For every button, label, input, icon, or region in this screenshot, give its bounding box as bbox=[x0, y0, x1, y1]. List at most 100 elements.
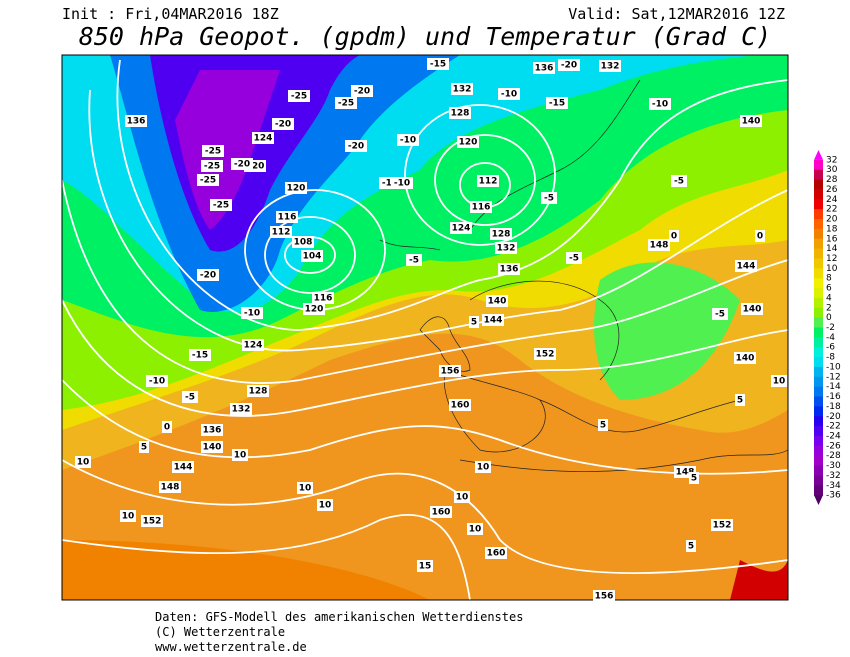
temperature-label-box bbox=[197, 269, 219, 281]
geopotential-label: 132 bbox=[453, 85, 472, 95]
temperature-label: 10 bbox=[299, 484, 312, 494]
temperature-label-box bbox=[162, 421, 172, 433]
temperature-label-box bbox=[541, 192, 557, 204]
temperature-label: -20 bbox=[348, 142, 364, 152]
colorbar-cell bbox=[814, 219, 823, 230]
colorbar-cell bbox=[814, 199, 823, 210]
temperature-label-box bbox=[686, 540, 696, 552]
geopotential-label: 140 bbox=[743, 305, 762, 315]
geopotential-label-box bbox=[247, 385, 269, 397]
colorbar-cell bbox=[814, 376, 823, 388]
field bbox=[175, 70, 280, 230]
geopotential-label-box bbox=[451, 83, 473, 95]
colorbar-cell bbox=[814, 327, 823, 338]
temperature-label-box bbox=[558, 59, 580, 71]
temperature-label-box bbox=[735, 394, 745, 406]
colorbar-label: 20 bbox=[826, 215, 838, 225]
geopotential-label: 148 bbox=[676, 468, 695, 478]
temperature-label: -20 bbox=[275, 120, 291, 130]
temperature-label-box bbox=[232, 449, 248, 461]
colorbar-label: 6 bbox=[826, 284, 832, 294]
temperature-label-box bbox=[566, 252, 582, 264]
temperature-label: -10 bbox=[244, 309, 260, 319]
geopotential-label-box bbox=[711, 519, 733, 531]
temperature-label-box bbox=[397, 134, 419, 146]
temperature-label-box bbox=[467, 523, 483, 535]
colorbar-cell bbox=[814, 445, 823, 457]
temperature-label-box bbox=[469, 316, 479, 328]
temperature-label-box bbox=[202, 145, 224, 157]
colorbar-label: 0 bbox=[826, 313, 832, 323]
temperature-label: -5 bbox=[185, 393, 195, 403]
colorbar-label: 22 bbox=[826, 205, 837, 215]
temperature-label-box bbox=[689, 472, 699, 484]
temperature-label: -25 bbox=[213, 201, 229, 211]
geopotential-label: 128 bbox=[451, 109, 470, 119]
geopotential-label-box bbox=[141, 515, 163, 527]
temperature-label: -20 bbox=[561, 61, 577, 71]
colorbar-cell bbox=[814, 150, 823, 160]
temperature-label: 5 bbox=[471, 318, 477, 328]
temperature-label-box bbox=[335, 97, 357, 109]
temperature-label: -5 bbox=[544, 194, 554, 204]
temperature-label: 10 bbox=[122, 512, 135, 522]
temperature-label: -25 bbox=[204, 162, 220, 172]
temperature-label: 5 bbox=[691, 474, 697, 484]
geopotential-label-box bbox=[735, 260, 757, 272]
colorbar-cell bbox=[814, 495, 823, 505]
geopotential-label-box bbox=[230, 403, 252, 415]
temperature-label-box bbox=[755, 230, 765, 242]
geopotential-label-box bbox=[486, 295, 508, 307]
colorbar-cell bbox=[814, 179, 823, 190]
temperature-label-box bbox=[197, 174, 219, 186]
geopotential-label-box bbox=[303, 303, 325, 315]
colorbar-cell bbox=[814, 386, 823, 398]
geopotential-label: 124 bbox=[244, 341, 263, 351]
temperature-label: -20 bbox=[354, 87, 370, 97]
geopotential-label: 152 bbox=[713, 521, 732, 531]
geopotential-label-box bbox=[430, 506, 452, 518]
geopotential-label-box bbox=[449, 107, 471, 119]
footer-copyright: (C) Wetterzentrale bbox=[155, 625, 285, 639]
temperature-label-box bbox=[669, 230, 679, 242]
coastlines bbox=[379, 79, 788, 472]
colorbar-label: -26 bbox=[826, 441, 841, 451]
colorbar-label: 12 bbox=[826, 254, 837, 264]
temperature-label-box bbox=[498, 88, 520, 100]
geopotential-label: 132 bbox=[497, 244, 516, 254]
colorbar-cell bbox=[814, 475, 823, 486]
field bbox=[730, 560, 788, 600]
temperature-label-box bbox=[671, 175, 687, 187]
geopotential-label: 120 bbox=[305, 305, 324, 315]
temperature-label-box bbox=[189, 349, 211, 361]
colorbar-cell bbox=[814, 159, 823, 171]
temperature-label: 5 bbox=[141, 443, 147, 453]
geopotential-label: 144 bbox=[484, 316, 503, 326]
temperature-label-box bbox=[288, 90, 310, 102]
geopotential-label: 116 bbox=[314, 294, 333, 304]
geopotential-label: 132 bbox=[232, 405, 251, 415]
temperature-label: 0 bbox=[757, 232, 763, 242]
colorbar-cell bbox=[814, 238, 823, 250]
geopotential-label: 136 bbox=[535, 64, 554, 74]
colorbar-label: -12 bbox=[826, 372, 841, 382]
temperature-label: -10 bbox=[394, 179, 410, 189]
colorbar-cell bbox=[814, 169, 823, 181]
temperature-label-box bbox=[427, 58, 449, 70]
geopotential-label: 120 bbox=[287, 184, 306, 194]
temperature-label: 0 bbox=[164, 423, 170, 433]
geopotential-label: 156 bbox=[595, 592, 614, 602]
colorbar-label: -18 bbox=[826, 402, 841, 412]
colorbar-cell bbox=[814, 435, 823, 447]
geopotential-label: 144 bbox=[174, 463, 193, 473]
colorbar-cell bbox=[814, 268, 823, 279]
geopotential-label: 136 bbox=[500, 265, 519, 275]
geopotential-label: 128 bbox=[249, 387, 268, 397]
geopotential-label-box bbox=[485, 547, 507, 559]
colorbar: 32302826242220181614121086420-2-4-6-8-10… bbox=[814, 150, 841, 505]
temperature-label-box bbox=[391, 177, 413, 189]
colorbar-cell bbox=[814, 189, 823, 200]
colorbar-label: 32 bbox=[826, 155, 837, 165]
temperature-label: 10 bbox=[77, 458, 90, 468]
geopotential-label: 116 bbox=[472, 203, 491, 213]
